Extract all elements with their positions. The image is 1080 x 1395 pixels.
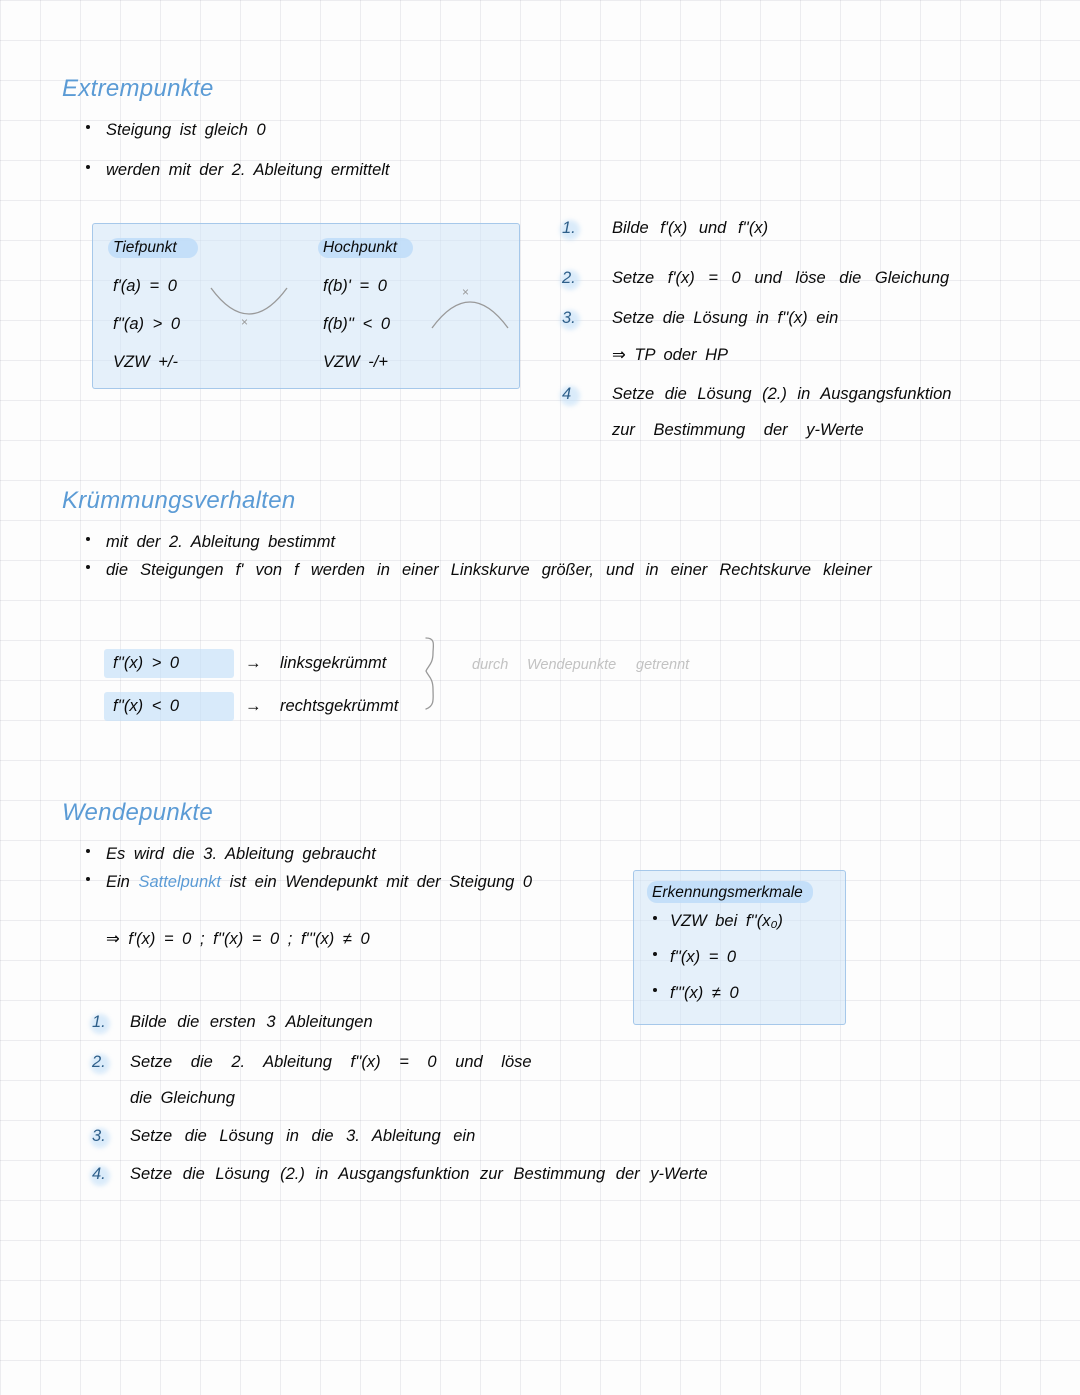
svg-text:×: × [462,285,469,299]
svg-text:×: × [241,315,248,329]
